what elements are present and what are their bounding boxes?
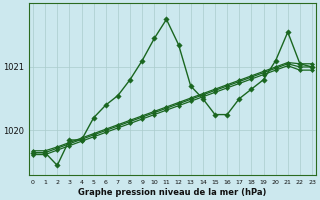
X-axis label: Graphe pression niveau de la mer (hPa): Graphe pression niveau de la mer (hPa)	[78, 188, 267, 197]
